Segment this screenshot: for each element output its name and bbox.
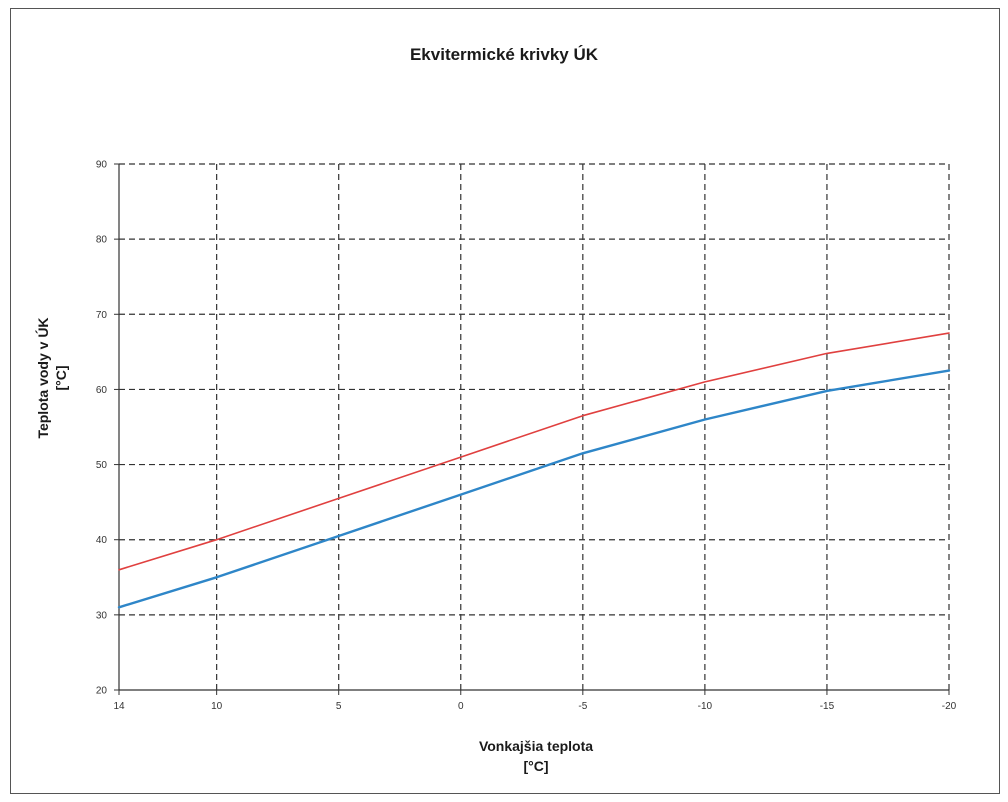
y-tick-label: 70 — [96, 310, 108, 321]
x-axis-label-line1: Vonkajšia teplota — [478, 738, 594, 754]
x-tick-label: -10 — [698, 701, 713, 712]
x-tick-label: -20 — [942, 701, 957, 712]
series-line-2 — [117, 369, 951, 609]
y-tick-label: 80 — [96, 235, 108, 246]
x-tick-label: 14 — [113, 701, 125, 712]
series-line-1 — [118, 332, 950, 571]
x-tick-label: 10 — [211, 701, 223, 712]
x-tick-label: -5 — [578, 701, 587, 712]
y-tick-label: 20 — [96, 686, 108, 697]
y-tick-label: 60 — [96, 385, 108, 396]
x-tick-label: -15 — [820, 701, 835, 712]
y-tick-label: 50 — [96, 460, 108, 471]
x-axis-label: Vonkajšia teplota [°C] — [436, 736, 636, 776]
y-tick-label: 40 — [96, 535, 108, 546]
x-axis-label-line2: [°C] — [523, 758, 549, 774]
y-tick-label: 30 — [96, 610, 108, 621]
y-tick-label: 90 — [96, 160, 108, 171]
chart-frame — [10, 8, 1000, 794]
x-tick-label: 0 — [458, 701, 464, 712]
x-tick-label: 5 — [336, 701, 342, 712]
chart-title: Ekvitermické krivky ÚK — [409, 45, 599, 64]
